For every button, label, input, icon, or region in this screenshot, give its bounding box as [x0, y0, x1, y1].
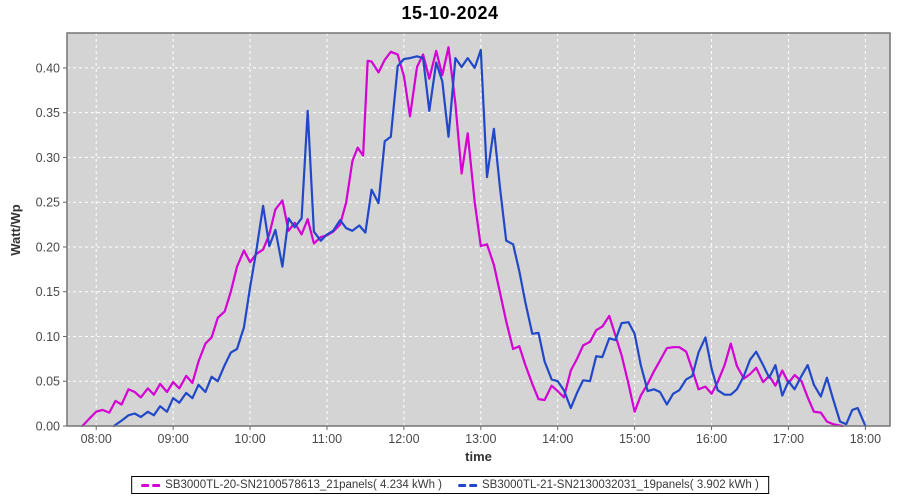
x-tick-label: 18:00	[850, 432, 881, 446]
legend-label: SB3000TL-21-SN2130032031_19panels( 3.902…	[482, 479, 759, 491]
x-tick-label: 17:00	[773, 432, 804, 446]
x-tick-label: 16:00	[696, 432, 727, 446]
chart-title: 15-10-2024	[401, 3, 499, 23]
y-tick-label: 0.15	[36, 285, 60, 299]
series-2-line-swatch-icon	[458, 483, 477, 487]
x-tick-label: 14:00	[542, 432, 573, 446]
y-tick-label: 0.10	[36, 330, 60, 344]
y-tick-label: 0.00	[36, 420, 60, 434]
legend-item-inverter-20: SB3000TL-20-SN2100578613_21panels( 4.234…	[141, 479, 442, 491]
y-tick-label: 0.40	[36, 61, 60, 75]
x-tick-label: 09:00	[158, 432, 189, 446]
x-tick-label: 13:00	[465, 432, 496, 446]
y-tick-label: 0.05	[36, 375, 60, 389]
x-tick-label: 10:00	[234, 432, 265, 446]
y-tick-label: 0.35	[36, 106, 60, 120]
y-tick-label: 0.30	[36, 151, 60, 165]
x-tick-label: 08:00	[81, 432, 112, 446]
x-tick-label: 11:00	[312, 432, 342, 446]
plot-border	[66, 32, 891, 427]
series-line-2	[112, 48, 867, 428]
series-line-1	[81, 46, 844, 428]
series-1-line-swatch-icon	[141, 483, 161, 487]
legend-item-inverter-21: SB3000TL-21-SN2130032031_19panels( 3.902…	[458, 479, 759, 491]
x-tick-label: 12:00	[388, 432, 419, 446]
chart-legend: SB3000TL-20-SN2100578613_21panels( 4.234…	[131, 476, 769, 494]
y-tick-label: 0.25	[36, 196, 60, 210]
y-tick-label: 0.20	[36, 240, 60, 254]
x-tick-label: 15:00	[619, 432, 650, 446]
legend-label: SB3000TL-20-SN2100578613_21panels( 4.234…	[165, 479, 442, 491]
x-axis-label: time	[465, 449, 492, 464]
